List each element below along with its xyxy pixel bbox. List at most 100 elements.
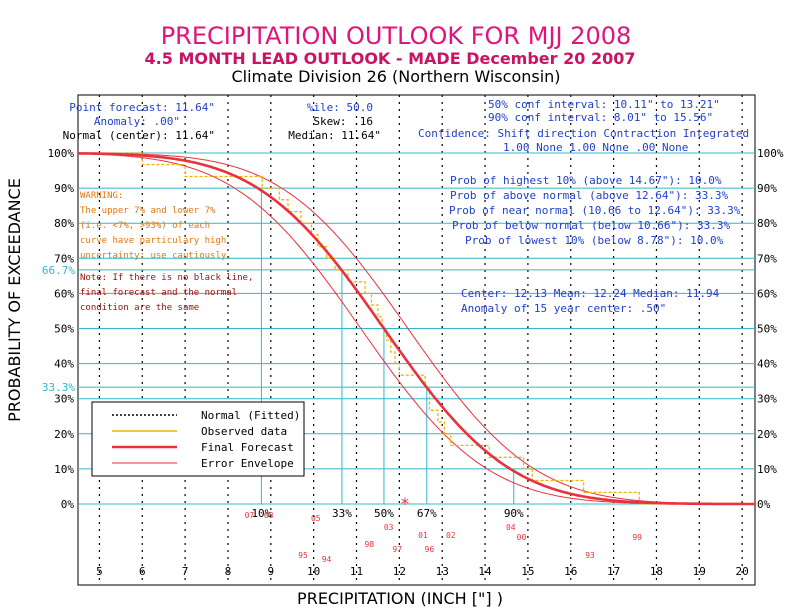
year-label-05: 05	[311, 514, 321, 523]
y-tick-label-left-60: 60%	[54, 287, 74, 300]
year-label-01: 01	[418, 531, 428, 540]
y-tick-label-left-80: 80%	[54, 217, 74, 230]
year-label-98: 98	[365, 540, 375, 549]
prob-line-1: Prob of above normal (above 12.64"): 33.…	[450, 189, 729, 202]
x-tick-label-8: 8	[225, 565, 232, 578]
percentile-label: 67%	[417, 507, 437, 520]
legend-label-2: Final Forecast	[201, 441, 294, 454]
chart-subtitle: 4.5 MONTH LEAD OUTLOOK - MADE December 2…	[145, 49, 636, 68]
y-tick-label-right-0: 0%	[757, 498, 771, 511]
skew-value: Skew: .16	[313, 115, 373, 128]
year-label-99: 99	[632, 533, 642, 542]
x-tick-label-16: 16	[564, 565, 577, 578]
x-tick-label-6: 6	[139, 565, 146, 578]
prob-line-2: Prob of near normal (10.66 to 12.64"): 3…	[449, 204, 741, 217]
stats-center: Center: 12.13 Mean: 12.24 Median: 11.94	[461, 287, 720, 300]
prob-line-4: Prob of lowest 10% (below 8.78"): 10.0%	[465, 234, 724, 247]
x-tick-label-9: 9	[268, 565, 275, 578]
x-tick-label-5: 5	[96, 565, 103, 578]
y-tick-label-left-100: 100%	[48, 147, 75, 160]
legend-label-0: Normal (Fitted)	[201, 409, 300, 422]
prob-line-0: Prob of highest 10% (above 14.67"): 10.0…	[450, 174, 722, 187]
y-tick-label-right-70: 70%	[757, 252, 777, 265]
y-tick-label-right-90: 90%	[757, 182, 777, 195]
ref-line-label: 33.3%	[42, 381, 75, 394]
y-tick-label-left-20: 20%	[54, 428, 74, 441]
year-label-03: 03	[384, 523, 394, 532]
y-tick-label-left-50: 50%	[54, 323, 74, 336]
plot-frame	[77, 94, 756, 586]
conf-interval-50: 50% conf interval: 10.11" to 13.21"	[488, 98, 720, 111]
x-tick-label-20: 20	[736, 565, 749, 578]
percentile-label: 10%	[251, 507, 271, 520]
x-tick-label-11: 11	[350, 565, 363, 578]
anomaly: Anomaly: .00"	[94, 115, 180, 128]
confidence-header: Confidence: Shift direction Contraction …	[418, 127, 749, 140]
y-tick-label-right-60: 60%	[757, 287, 777, 300]
x-tick-label-19: 19	[693, 565, 706, 578]
legend-label-1: Observed data	[201, 425, 287, 438]
x-tick-label-7: 7	[182, 565, 189, 578]
median-value: Median: 11.64"	[288, 129, 381, 142]
year-label-94: 94	[322, 555, 332, 564]
warning-line-4: uncertainty; use cautiously.	[80, 251, 232, 261]
y-tick-label-right-80: 80%	[757, 217, 777, 230]
year-label-07: 07	[245, 511, 255, 520]
x-tick-label-12: 12	[393, 565, 406, 578]
year-label-93: 93	[585, 551, 595, 560]
y-tick-label-right-20: 20%	[757, 428, 777, 441]
year-label-96: 96	[425, 545, 435, 554]
x-tick-label-14: 14	[478, 565, 492, 578]
y-tick-label-right-30: 30%	[757, 393, 777, 406]
legend-label-3: Error Envelope	[201, 457, 294, 470]
year-label-08: 08	[264, 511, 274, 520]
year-label-97: 97	[392, 545, 402, 554]
note-line-1: final forecast and the normal	[80, 288, 237, 298]
year-label-02: 02	[446, 531, 456, 540]
note-line-0: Note: If there is no black line,	[80, 273, 253, 283]
warning-line-2: (i.e. <7%, >93%) of each	[80, 221, 210, 231]
legend-box	[91, 401, 305, 477]
division-label: Climate Division 26 (Northern Wisconsin)	[231, 67, 560, 86]
y-tick-label-right-50: 50%	[757, 323, 777, 336]
x-tick-label-13: 13	[436, 565, 449, 578]
stats-anomaly: Anomaly of 15 year center: .50"	[461, 302, 666, 315]
year-label-04: 04	[506, 523, 516, 532]
y-tick-label-left-30: 30%	[54, 393, 74, 406]
year-label-00: 00	[517, 533, 527, 542]
x-tick-label-10: 10	[307, 565, 320, 578]
y-tick-label-left-70: 70%	[54, 252, 74, 265]
y-tick-label-right-100: 100%	[757, 147, 784, 160]
center-marker: *	[400, 494, 410, 513]
point-forecast: Point forecast: 11.64"	[69, 101, 215, 114]
note-line-2: condition are the same	[80, 303, 199, 313]
normal-center: Normal (center): 11.64"	[63, 129, 215, 142]
percentile-label: 33%	[332, 507, 352, 520]
ref-line-label: 66.7%	[42, 264, 75, 277]
error-envelope-high	[77, 152, 755, 505]
prob-line-3: Prob of below normal (below 10.66"): 33.…	[452, 219, 731, 232]
y-tick-label-right-40: 40%	[757, 358, 777, 371]
y-tick-label-left-90: 90%	[54, 182, 74, 195]
x-axis-label: PRECIPITATION (INCH ["] )	[297, 589, 503, 608]
warning-line-1: The upper 7% and lower 7%	[80, 206, 216, 216]
y-tick-label-left-10: 10%	[54, 463, 74, 476]
warning-line-3: curve have particulary high	[80, 236, 226, 246]
x-tick-label-15: 15	[521, 565, 534, 578]
confidence-values: 1.00 None 1.00 None .00 None	[503, 141, 688, 154]
percentile-label: 90%	[504, 507, 524, 520]
x-tick-label-18: 18	[650, 565, 663, 578]
final-forecast-line	[77, 152, 755, 506]
x-tick-label-17: 17	[607, 565, 620, 578]
percentile-value: %ile: 50.0	[307, 101, 373, 114]
y-tick-label-left-40: 40%	[54, 358, 74, 371]
year-label-95: 95	[298, 551, 308, 560]
y-tick-label-left-0: 0%	[61, 498, 75, 511]
y-tick-label-right-10: 10%	[757, 463, 777, 476]
chart-title: PRECIPITATION OUTLOOK FOR MJJ 2008	[161, 22, 632, 50]
y-axis-label: PROBABILITY OF EXCEEDANCE	[5, 178, 24, 422]
percentile-label: 50%	[374, 507, 394, 520]
conf-interval-90: 90% conf interval: 8.01" to 15.56"	[488, 111, 713, 124]
warning-line-0: WARNING:	[80, 191, 123, 201]
